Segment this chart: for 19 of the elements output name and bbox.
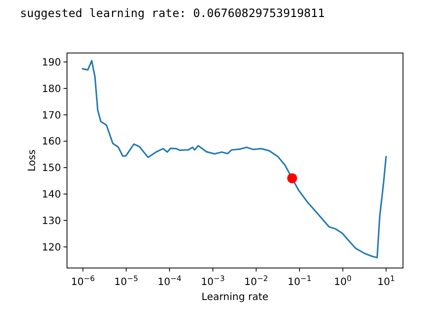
y-tick-label: 160 xyxy=(42,136,61,148)
text: suggested learning rate: 0.06760829753919811 xyxy=(20,6,325,20)
y-axis-title: Loss xyxy=(27,150,38,172)
y-tick-label: 150 xyxy=(42,163,61,174)
y-tick-label: 130 xyxy=(42,216,61,227)
y-tick-label: 190 xyxy=(42,57,61,68)
y-tick-label: 180 xyxy=(42,84,61,95)
y-tick-label: 140 xyxy=(42,190,61,201)
x-tick-label: 10$^{−3}$ xyxy=(200,274,225,288)
x-tick-label: 10$^{1}$ xyxy=(377,274,396,288)
x-tick-label: 10$^{−6}$ xyxy=(70,274,95,288)
y-tick-label: 120 xyxy=(42,242,61,254)
x-tick-label: 10$^{−1}$ xyxy=(288,274,312,288)
x-tick-label: 10$^{−2}$ xyxy=(244,274,268,288)
x-tick-label: 10$^{−4}$ xyxy=(158,274,182,288)
y-tick-label: 170 xyxy=(42,110,61,122)
x-tick-label: 10$^{−5}$ xyxy=(114,274,138,288)
x-axis-title: Learning rate xyxy=(202,292,268,303)
x-tick-label: 10$^{0}$ xyxy=(334,274,352,288)
